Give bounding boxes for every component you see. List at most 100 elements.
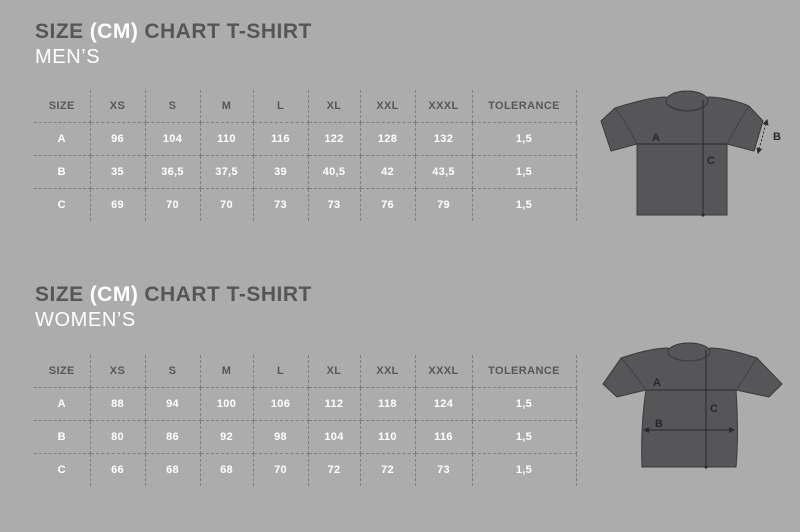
column-header-l: L bbox=[253, 355, 309, 388]
column-header-size: SIZE bbox=[34, 90, 91, 123]
title-chart: CHART T-SHIRT bbox=[144, 20, 312, 43]
cell: 72 bbox=[360, 453, 416, 486]
tshirt-body bbox=[600, 96, 764, 216]
sleeve-seam-left bbox=[614, 107, 638, 145]
row-label: A bbox=[34, 122, 91, 156]
title-chart: CHART T-SHIRT bbox=[144, 283, 312, 306]
womens-row-b: B 80 86 92 98 104 110 116 1,5 bbox=[34, 420, 577, 454]
cell: 69 bbox=[90, 188, 146, 221]
mens-header-row: SIZE XS S M L XL XXL XXXL TOLERANCE bbox=[34, 90, 577, 123]
womens-section-header: SIZE (CM) CHART T-SHIRT WOMEN’S bbox=[35, 283, 312, 332]
measure-label-c: C bbox=[710, 403, 718, 415]
column-header-xxl: XXL bbox=[360, 90, 416, 123]
cell: 76 bbox=[360, 188, 416, 221]
cell: 96 bbox=[90, 122, 146, 156]
womens-tshirt-diagram-icon: A B C bbox=[602, 342, 783, 469]
cell: 104 bbox=[145, 122, 201, 156]
column-header-tolerance: TOLERANCE bbox=[472, 355, 577, 388]
column-header-l: L bbox=[253, 90, 309, 123]
column-header-xxxl: XXXL bbox=[415, 90, 473, 123]
row-label: C bbox=[34, 188, 91, 221]
row-label: C bbox=[34, 453, 91, 486]
cell: 1,5 bbox=[472, 387, 577, 421]
cell: 36,5 bbox=[145, 155, 201, 189]
cell: 1,5 bbox=[472, 420, 577, 454]
sleeve-seam-left bbox=[620, 357, 647, 391]
column-header-size: SIZE bbox=[34, 355, 91, 388]
cell: 1,5 bbox=[472, 122, 577, 156]
cell: 70 bbox=[253, 453, 309, 486]
womens-subtitle: WOMEN’S bbox=[35, 309, 136, 332]
measure-endpoint bbox=[704, 465, 708, 469]
mens-row-c: C 69 70 70 73 73 76 79 1,5 bbox=[34, 188, 577, 221]
womens-row-a: A 88 94 100 106 112 118 124 1,5 bbox=[34, 387, 577, 421]
column-header-m: M bbox=[200, 355, 254, 388]
cell: 40,5 bbox=[308, 155, 361, 189]
womens-title: SIZE (CM) CHART T-SHIRT bbox=[35, 283, 312, 306]
cell: 43,5 bbox=[415, 155, 473, 189]
cell: 122 bbox=[308, 122, 361, 156]
cell: 42 bbox=[360, 155, 416, 189]
cell: 132 bbox=[415, 122, 473, 156]
mens-row-b: B 35 36,5 37,5 39 40,5 42 43,5 1,5 bbox=[34, 155, 577, 189]
cell: 116 bbox=[253, 122, 309, 156]
cell: 110 bbox=[360, 420, 416, 454]
column-header-m: M bbox=[200, 90, 254, 123]
measure-label-b: B bbox=[655, 418, 663, 430]
column-header-xs: XS bbox=[90, 90, 146, 123]
title-cm-unit: (CM) bbox=[89, 20, 139, 43]
column-header-xxl: XXL bbox=[360, 355, 416, 388]
title-size: SIZE bbox=[35, 283, 84, 306]
cell: 70 bbox=[145, 188, 201, 221]
column-header-s: S bbox=[145, 355, 201, 388]
column-header-s: S bbox=[145, 90, 201, 123]
measure-endpoint bbox=[701, 213, 705, 217]
column-header-xl: XL bbox=[308, 90, 361, 123]
mens-tshirt-diagram-icon: A B C bbox=[600, 90, 781, 217]
row-label: B bbox=[34, 155, 91, 189]
mens-row-a: A 96 104 110 116 122 128 132 1,5 bbox=[34, 122, 577, 156]
measure-label-b: B bbox=[773, 131, 781, 143]
measure-line-b bbox=[756, 119, 769, 154]
cell: 118 bbox=[360, 387, 416, 421]
cell: 35 bbox=[90, 155, 146, 189]
row-label: B bbox=[34, 420, 91, 454]
cell: 72 bbox=[308, 453, 361, 486]
cell: 110 bbox=[200, 122, 254, 156]
cell: 39 bbox=[253, 155, 309, 189]
cell: 124 bbox=[415, 387, 473, 421]
cell: 116 bbox=[415, 420, 473, 454]
tshirt-body bbox=[602, 347, 783, 468]
cell: 73 bbox=[253, 188, 309, 221]
column-header-xl: XL bbox=[308, 355, 361, 388]
mens-size-table: SIZE XS S M L XL XXL XXXL TOLERANCE A 96… bbox=[34, 90, 577, 221]
cell: 106 bbox=[253, 387, 309, 421]
row-label: A bbox=[34, 387, 91, 421]
mens-subtitle: MEN’S bbox=[35, 46, 101, 69]
womens-row-c: C 66 68 68 70 72 72 73 1,5 bbox=[34, 453, 577, 486]
cell: 112 bbox=[308, 387, 361, 421]
cell: 1,5 bbox=[472, 188, 577, 221]
mens-section-header: SIZE (CM) CHART T-SHIRT MEN’S bbox=[35, 20, 312, 69]
title-cm-unit: (CM) bbox=[89, 283, 139, 306]
sleeve-seam-right bbox=[726, 105, 750, 145]
womens-header-row: SIZE XS S M L XL XXL XXXL TOLERANCE bbox=[34, 355, 577, 388]
cell: 80 bbox=[90, 420, 146, 454]
neckline bbox=[669, 355, 709, 362]
measure-label-c: C bbox=[707, 155, 715, 167]
cell: 104 bbox=[308, 420, 361, 454]
cell: 68 bbox=[145, 453, 201, 486]
cell: 68 bbox=[200, 453, 254, 486]
cell: 73 bbox=[308, 188, 361, 221]
cell: 98 bbox=[253, 420, 309, 454]
column-header-tolerance: TOLERANCE bbox=[472, 90, 577, 123]
cell: 66 bbox=[90, 453, 146, 486]
collar bbox=[665, 90, 709, 112]
cell: 92 bbox=[200, 420, 254, 454]
sleeve-seam-right bbox=[735, 357, 758, 391]
cell: 70 bbox=[200, 188, 254, 221]
cell: 100 bbox=[200, 387, 254, 421]
cell: 128 bbox=[360, 122, 416, 156]
title-size: SIZE bbox=[35, 20, 84, 43]
